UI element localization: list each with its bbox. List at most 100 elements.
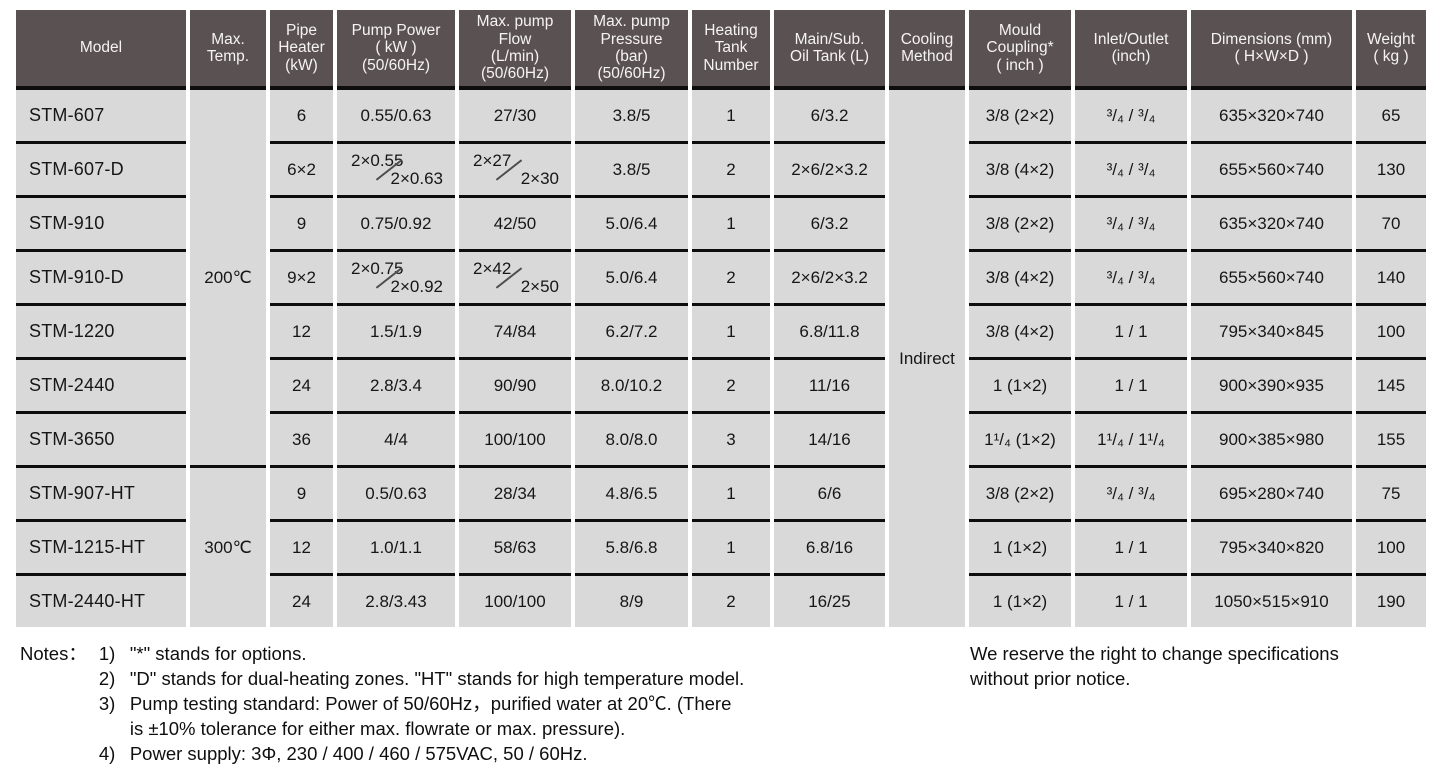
col-header-max_flow: Max. pump Flow (L/min) (50/60Hz)	[459, 10, 571, 90]
cell-max_pressure: 3.8/5	[575, 90, 688, 144]
cell-dimensions: 795×340×845	[1191, 306, 1352, 360]
cell-oil_tank: 2×6/2×3.2	[774, 252, 885, 306]
cell-heating_tank: 1	[692, 306, 770, 360]
cell-max_pressure: 8.0/10.2	[575, 360, 688, 414]
stacked-top-value: 2×42	[473, 258, 512, 278]
notes-label: Notes：	[20, 643, 87, 664]
note-item-1: 1) "*" stands for options.	[99, 641, 744, 666]
cell-dimensions: 900×385×980	[1191, 414, 1352, 468]
note-number: 2)	[98, 668, 116, 689]
cell-max_pressure: 3.8/5	[575, 144, 688, 198]
cell-pump_power: 0.75/0.92	[337, 198, 455, 252]
cell-heating_tank: 1	[692, 90, 770, 144]
cell-model: STM-1215-HT	[16, 522, 186, 576]
stacked-top-value: 2×0.75	[351, 258, 404, 278]
table-row-STM-1220: STM-1220 12 1.5/1.9 74/84 6.2/7.2 1 6.8/11.8 3/…	[16, 306, 1426, 360]
cell-pipe_heater: 12	[270, 306, 333, 360]
cell-oil_tank: 11/16	[774, 360, 885, 414]
cell-mould_coupling: 3/8 (4×2)	[969, 144, 1071, 198]
cell-mould_coupling: 3/8 (2×2)	[969, 468, 1071, 522]
spec-table: Model Max. Temp. Pipe Heater (kW) Pump Powe…	[12, 10, 1430, 627]
cell-max_pressure: 5.8/6.8	[575, 522, 688, 576]
cell-pump_power: 2×0.55 2×0.63	[337, 144, 455, 198]
cell-model: STM-607-D	[16, 144, 186, 198]
table-row-STM-910: STM-910 9 0.75/0.92 42/50 5.0/6.4 1 6/3.2 3/8 (…	[16, 198, 1426, 252]
cell-max_flow: 27/30	[459, 90, 571, 144]
cell-max_flow: 74/84	[459, 306, 571, 360]
cell-heating_tank: 1	[692, 198, 770, 252]
cell-inlet_outlet: 1¹/₄ / 1¹/₄	[1075, 414, 1187, 468]
note-item-3: 3) Pump testing standard: Power of 50/60H…	[99, 691, 744, 741]
cell-inlet_outlet: ³/₄ / ³/₄	[1075, 90, 1187, 144]
cell-inlet_outlet: ³/₄ / ³/₄	[1075, 144, 1187, 198]
cell-model: STM-910-D	[16, 252, 186, 306]
cell-inlet_outlet: 1 / 1	[1075, 522, 1187, 576]
col-header-heating_tank: Heating Tank Number	[692, 10, 770, 90]
col-header-pump_power: Pump Power ( kW ) (50/60Hz)	[337, 10, 455, 90]
cell-pipe_heater: 24	[270, 360, 333, 414]
cell-model: STM-1220	[16, 306, 186, 360]
cell-oil_tank: 6/3.2	[774, 90, 885, 144]
col-header-mould_coupling: Mould Coupling* ( inch )	[969, 10, 1071, 90]
cell-mould_coupling: 1 (1×2)	[969, 576, 1071, 627]
cell-dimensions: 635×320×740	[1191, 90, 1352, 144]
cell-dimensions: 655×560×740	[1191, 252, 1352, 306]
table-row-STM-2440-HT: STM-2440-HT 24 2.8/3.43 100/100 8/9 2 16/25 1 (…	[16, 576, 1426, 627]
cell-dimensions: 900×390×935	[1191, 360, 1352, 414]
col-header-weight: Weight ( kg )	[1356, 10, 1426, 90]
note-number: 3)	[98, 693, 116, 714]
cell-weight: 155	[1356, 414, 1426, 468]
cell-heating_tank: 2	[692, 576, 770, 627]
cell-pipe_heater: 6×2	[270, 144, 333, 198]
cell-heating_tank: 3	[692, 414, 770, 468]
cell-max_flow: 2×27 2×30	[459, 144, 571, 198]
cell-pipe_heater: 12	[270, 522, 333, 576]
cell-weight: 75	[1356, 468, 1426, 522]
col-header-cooling: Cooling Method	[889, 10, 965, 90]
col-header-max_temp: Max. Temp.	[190, 10, 266, 90]
cell-mould_coupling: 3/8 (2×2)	[969, 90, 1071, 144]
col-header-max_pressure: Max. pump Pressure (bar) (50/60Hz)	[575, 10, 688, 90]
cell-oil_tank: 6.8/16	[774, 522, 885, 576]
cell-max_flow: 42/50	[459, 198, 571, 252]
cell-model: STM-2440-HT	[16, 576, 186, 627]
note-item-2: 2) "D" stands for dual-heating zones. "HT…	[99, 666, 744, 691]
cell-inlet_outlet: 1 / 1	[1075, 576, 1187, 627]
stacked-bottom-value: 2×30	[520, 168, 559, 188]
cell-pump_power: 2.8/3.4	[337, 360, 455, 414]
cell-weight: 100	[1356, 306, 1426, 360]
cell-pump_power: 2×0.75 2×0.92	[337, 252, 455, 306]
cell-mould_coupling: 1 (1×2)	[969, 360, 1071, 414]
cell-model: STM-907-HT	[16, 468, 186, 522]
stacked-value: 2×0.75 2×0.92	[339, 258, 453, 296]
cell-dimensions: 695×280×740	[1191, 468, 1352, 522]
cell-pump_power: 4/4	[337, 414, 455, 468]
cell-mould_coupling: 3/8 (2×2)	[969, 198, 1071, 252]
cell-max_pressure: 6.2/7.2	[575, 306, 688, 360]
cell-pump_power: 0.5/0.63	[337, 468, 455, 522]
stacked-value: 2×0.55 2×0.63	[339, 151, 453, 188]
cell-max_flow: 90/90	[459, 360, 571, 414]
cell-pipe_heater: 6	[270, 90, 333, 144]
stacked-bottom-value: 2×0.92	[390, 276, 443, 296]
stacked-top-value: 2×27	[473, 150, 512, 170]
note-number: 4)	[98, 743, 116, 764]
cell-max_pressure: 5.0/6.4	[575, 252, 688, 306]
stacked-bottom-value: 2×50	[520, 276, 559, 296]
col-header-model: Model	[16, 10, 186, 90]
cell-pipe_heater: 9	[270, 468, 333, 522]
note-text: Pump testing standard: Power of 50/60Hz，…	[129, 693, 732, 739]
stacked-value: 2×27 2×30	[461, 150, 569, 188]
note-text: Power supply: 3Φ, 230 / 400 / 460 / 575V…	[129, 743, 588, 764]
spec-sheet: Model Max. Temp. Pipe Heater (kW) Pump Powe…	[12, 10, 1430, 627]
note-text: "*" stands for options.	[129, 643, 307, 664]
table-row-STM-3650: STM-3650 36 4/4 100/100 8.0/8.0 3 14/16 1¹/₄ (1…	[16, 414, 1426, 468]
cell-inlet_outlet: ³/₄ / ³/₄	[1075, 252, 1187, 306]
col-header-inlet_outlet: Inlet/Outlet (inch)	[1075, 10, 1187, 90]
cell-oil_tank: 16/25	[774, 576, 885, 627]
cell-mould_coupling: 1¹/₄ (1×2)	[969, 414, 1071, 468]
cell-weight: 140	[1356, 252, 1426, 306]
cell-oil_tank: 14/16	[774, 414, 885, 468]
cell-model: STM-607	[16, 90, 186, 144]
cell-pump_power: 2.8/3.43	[337, 576, 455, 627]
